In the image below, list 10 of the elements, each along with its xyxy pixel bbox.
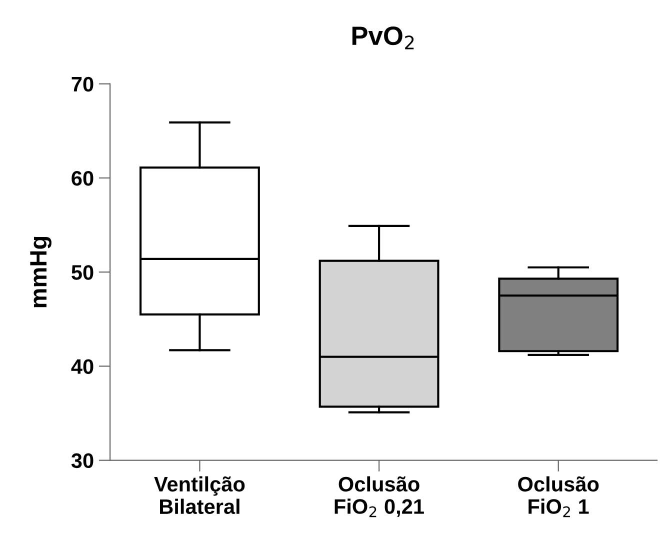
y-tick-label: 40 (71, 359, 94, 374)
y-tick-label: 70 (72, 76, 94, 92)
x-tick-label: Ventilção Bilateral (154, 476, 245, 514)
y-tick-label: 50 (72, 265, 94, 280)
y-axis-title: mmHg (30, 236, 52, 308)
x-tick-label: Oclusão FiO$_{2}$ 0,21 (334, 476, 424, 518)
y-tick-label: 60 (72, 170, 94, 186)
x-tick-label: Oclusão FiO$_{2}$ 1 (518, 476, 599, 518)
y-tick-label: 30 (71, 453, 94, 468)
chart-title: PvO$_{2}$ (352, 26, 414, 50)
